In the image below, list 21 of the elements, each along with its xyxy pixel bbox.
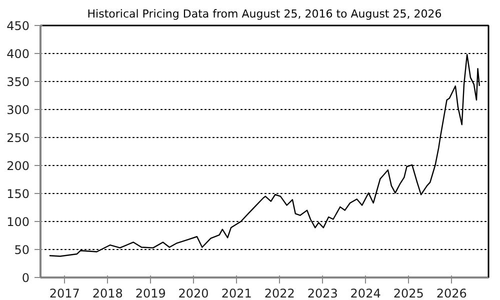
y-tick-label: 0 bbox=[22, 271, 30, 285]
y-tick-label: 400 bbox=[6, 47, 30, 61]
x-tick-label: 2021 bbox=[221, 286, 252, 300]
x-tick-label: 2018 bbox=[92, 286, 123, 300]
y-tick-label: 300 bbox=[6, 103, 30, 117]
x-tick-label: 2023 bbox=[307, 286, 338, 300]
x-tick-label: 2020 bbox=[178, 286, 209, 300]
x-tick-label: 2024 bbox=[350, 286, 381, 300]
x-tick-label: 2026 bbox=[436, 286, 467, 300]
y-tick-label: 250 bbox=[6, 131, 30, 145]
x-tick-label: 2017 bbox=[49, 286, 80, 300]
x-tick-label: 2025 bbox=[393, 286, 424, 300]
y-tick-label: 50 bbox=[14, 243, 30, 257]
y-tick-label: 150 bbox=[6, 187, 30, 201]
x-tick-label: 2019 bbox=[135, 286, 166, 300]
chart-title: Historical Pricing Data from August 25, 2016 to August 25, 2026 bbox=[87, 8, 442, 20]
y-tick-label: 350 bbox=[6, 75, 30, 89]
x-tick-label: 2022 bbox=[264, 286, 295, 300]
y-tick-label: 200 bbox=[6, 159, 30, 173]
y-tick-label: 100 bbox=[6, 215, 30, 229]
y-tick-label: 450 bbox=[6, 19, 30, 33]
